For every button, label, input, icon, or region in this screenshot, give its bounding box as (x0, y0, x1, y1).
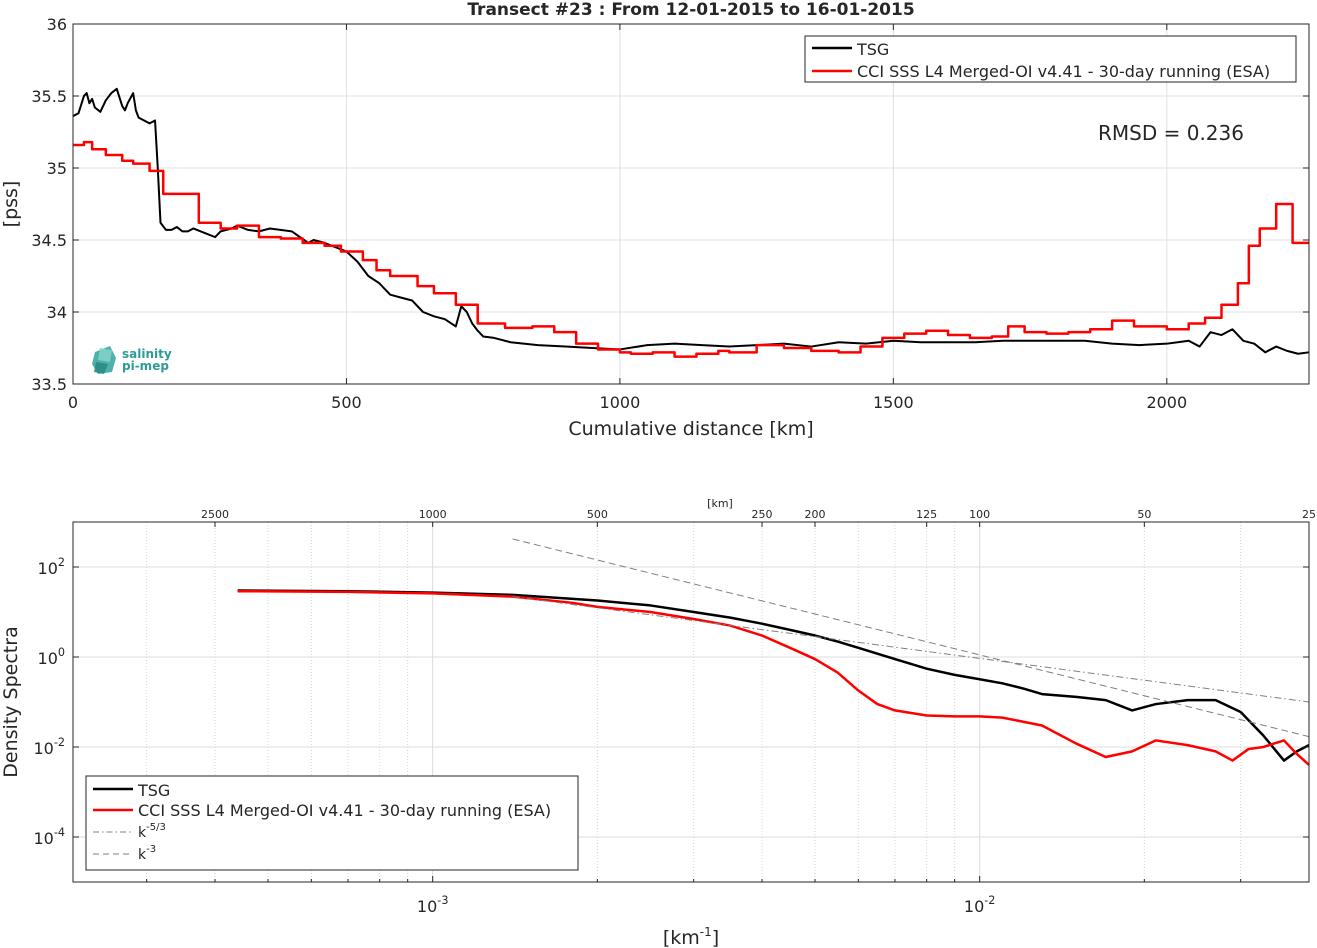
transect-ticks: 0 500 1000 1500 2000 33.5 34 34.5 35 35.5 36 (31, 15, 1309, 412)
transect-plot-frame (72, 23, 1310, 385)
spectra-top-tick-label: 500 (587, 508, 608, 521)
spectra-legend: TSG CCI SSS L4 Merged-OI v4.41 - 30-day … (85, 775, 579, 871)
logo-text-line1: salinity (122, 347, 172, 361)
transect-x-axis-label: Cumulative distance [km] (568, 418, 813, 440)
transect-y-tick-label: 36 (47, 15, 67, 34)
transect-x-tick-label: 1000 (600, 393, 641, 412)
spectra-y-tick-label: 10-2 (33, 736, 65, 758)
spectra-top-tick-label: 50 (1137, 508, 1151, 521)
spectra-x-tick-label: 10-3 (417, 894, 449, 916)
transect-y-tick-label: 33.5 (31, 375, 67, 394)
transect-series-cci-line (73, 140, 1309, 358)
spectra-top-tick-label: 200 (805, 508, 826, 521)
spectra-legend-label-cci: CCI SSS L4 Merged-OI v4.41 - 30-day runn… (138, 801, 551, 820)
spectra-ticks: 10-3 10-2 10-4 10-2 100 102 2500 1000 500 250 200 1… (33, 508, 1316, 916)
spectra-plot-frame (72, 521, 1310, 883)
logo-text-line2: pi-mep (122, 359, 169, 373)
spectra-series-cci-line (237, 589, 1310, 766)
spectra-top-axis-label: [km] (707, 497, 733, 510)
spectra-top-tick-label: 25 (1302, 508, 1316, 521)
spectra-top-tick-label: 100 (969, 508, 990, 521)
transect-legend: TSG CCI SSS L4 Merged-OI v4.41 - 30-day … (804, 35, 1297, 83)
spectra-y-tick-label: 100 (38, 646, 65, 668)
legend-label-tsg: TSG (856, 40, 889, 59)
spectra-top-tick-label: 250 (752, 508, 773, 521)
spectra-top-tick-label: 125 (916, 508, 937, 521)
transect-y-tick-label: 34 (47, 303, 67, 322)
transect-series (72, 87, 1310, 358)
spectra-series (237, 538, 1310, 766)
spectra-y-tick-label: 102 (38, 556, 65, 578)
transect-x-tick-label: 0 (68, 393, 78, 412)
transect-y-tick-label: 34.5 (31, 231, 67, 250)
spectra-panel: 10-3 10-2 10-4 10-2 100 102 2500 1000 500 250 200 1… (0, 497, 1316, 948)
spectra-top-tick-label: 2500 (201, 508, 229, 521)
transect-series-tsg-line (72, 87, 1310, 355)
spectra-series-tsg-line (237, 589, 1310, 762)
transect-x-tick-label: 500 (331, 393, 362, 412)
transect-y-axis-label: [pss] (0, 181, 22, 228)
spectra-x-tick-label: 10-2 (964, 894, 996, 916)
transect-title: Transect #23 : From 12-01-2015 to 16-01-… (467, 0, 914, 20)
spectra-top-tick-label: 1000 (419, 508, 447, 521)
spectra-legend-label-tsg: TSG (137, 781, 170, 800)
transect-y-tick-label: 35.5 (31, 87, 67, 106)
rmsd-annotation: RMSD = 0.236 (1098, 121, 1244, 145)
spectra-series-k53-line (512, 596, 1310, 703)
transect-x-tick-label: 1500 (873, 393, 914, 412)
legend-label-cci: CCI SSS L4 Merged-OI v4.41 - 30-day runn… (857, 62, 1270, 81)
transect-panel: Transect #23 : From 12-01-2015 to 16-01-… (0, 0, 1310, 440)
spectra-x-axis-label: [km-1] (663, 925, 719, 948)
transect-plot-area (73, 24, 1309, 384)
salinity-pi-mep-logo: salinity pi-mep (92, 346, 172, 374)
spectra-y-tick-label: 10-4 (33, 826, 65, 848)
spectra-series-k3-line (512, 538, 1310, 738)
transect-x-tick-label: 2000 (1146, 393, 1187, 412)
transect-y-tick-label: 35 (47, 159, 67, 178)
spectra-y-axis-label: Density Spectra (0, 626, 22, 777)
